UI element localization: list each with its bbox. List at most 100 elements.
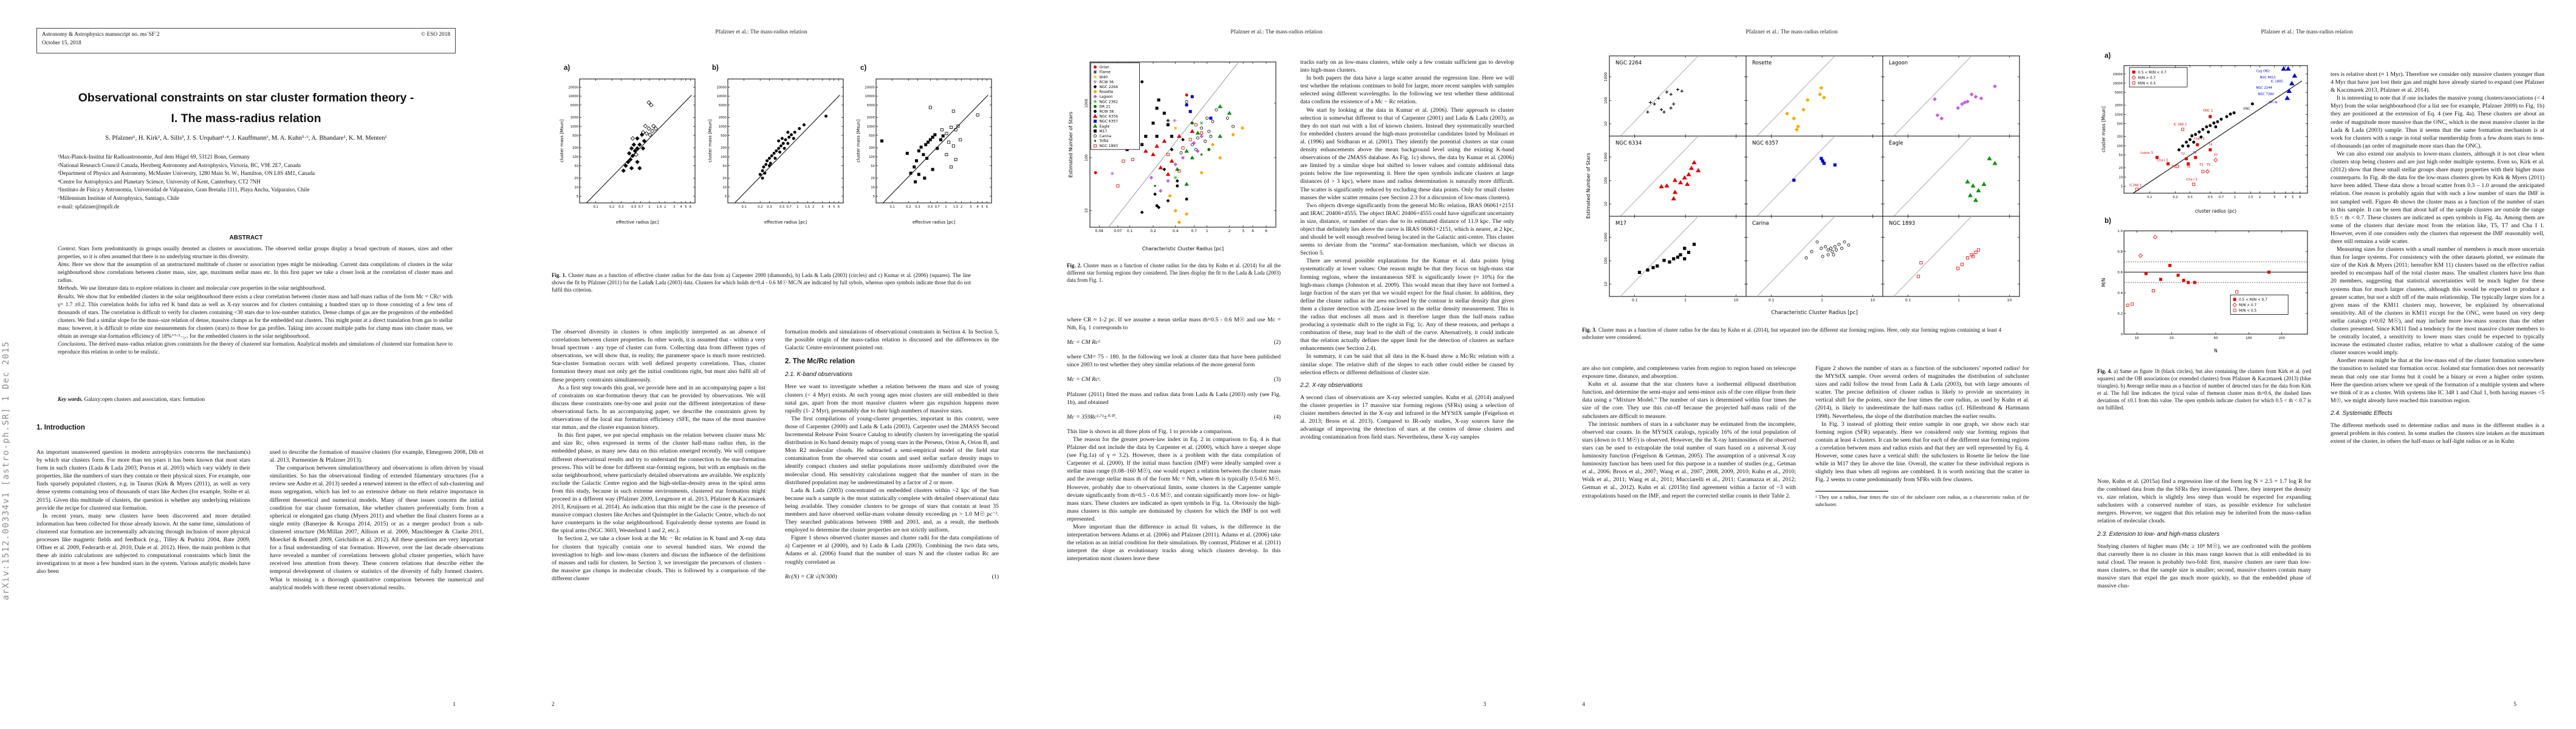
figure1-caption: Fig. 1. Cluster mass as a function of eff…	[552, 272, 971, 293]
svg-text:2000: 2000	[867, 116, 875, 120]
running-header: Pfalzner et al.: The mass-radius relatio…	[1230, 29, 1323, 35]
svg-text:10: 10	[1604, 122, 1608, 126]
affiliations: ¹Max-Planck-Institut für Radioastronomie…	[58, 153, 451, 211]
svg-text:0.2: 0.2	[609, 205, 614, 209]
svg-text:T6: T6	[2192, 151, 2196, 155]
running-header: Pfalzner et al.: The mass-radius relatio…	[715, 29, 807, 35]
paragraph: Measuring sizes for clusters with a smal…	[2331, 246, 2544, 357]
svg-text:10: 10	[1871, 298, 1875, 303]
svg-text:T1: T1	[2171, 165, 2176, 169]
svg-text:0.4: 0.4	[1173, 229, 1179, 233]
svg-text:2000: 2000	[2115, 104, 2123, 108]
paragraph: Pfalzner (2011) fitted the mass and radi…	[1067, 391, 1281, 406]
paragraph: The first compilations of young-cluster …	[785, 415, 999, 486]
svg-text:M/N > 0.7: M/N > 0.7	[2138, 77, 2156, 80]
svg-text:10000: 10000	[865, 95, 875, 98]
svg-text:2: 2	[664, 205, 666, 209]
paragraph: Figure 2 shows the number of stars as a …	[1815, 365, 2029, 420]
svg-text:NGC 6334: NGC 6334	[1100, 115, 1118, 119]
section-2-3-heading: 2.3. Extension to low- and high-mass clu…	[2097, 530, 2220, 538]
svg-text:5: 5	[981, 205, 983, 209]
svg-text:Carina: Carina	[1100, 134, 1112, 139]
svg-text:0.7: 0.7	[935, 205, 940, 209]
paragraph: The intrinsic numbers of stars in a subc…	[1582, 420, 1796, 499]
svg-text:100: 100	[1084, 154, 1089, 162]
manuscript-title-line: Astronomy & Astrophysics manuscript no. …	[42, 32, 160, 38]
svg-text:T4: T4	[2208, 143, 2213, 146]
svg-text:1.0: 1.0	[2117, 230, 2123, 233]
svg-text:4: 4	[1252, 229, 1254, 233]
paragraph: Lada & Lada (2003) concentrated on embed…	[785, 487, 999, 534]
svg-text:NGC 6611: NGC 6611	[2259, 76, 2275, 80]
abstract: Context. Stars form predominantly in grou…	[58, 245, 453, 356]
figure1-panel-b: 0.1 0.2 0.3 0.5 0.7 1 1.5 2 3 4 5 65102050100200500…	[708, 78, 844, 225]
svg-text:RCW 38: RCW 38	[1100, 110, 1114, 114]
svg-text:200: 200	[721, 146, 727, 150]
svg-text:6: 6	[690, 205, 691, 209]
figure2-plot: 0.04 0.07 0.1 0.2 0.4 0.7 1 2 3 4 6 10 100 1000 Charac…	[1068, 61, 1276, 252]
affiliation: ¹Max-Planck-Institut für Radioastronomie…	[58, 154, 250, 160]
svg-text:1: 1	[796, 205, 798, 209]
svg-text:100: 100	[1604, 97, 1608, 104]
abstract-conclusions: Conclusions. The derived mass–radius rela…	[58, 341, 453, 355]
svg-text:1: 1	[1821, 298, 1823, 303]
svg-text:Flame: Flame	[1100, 70, 1111, 75]
svg-text:effective radius [pc]: effective radius [pc]	[616, 220, 659, 225]
svg-text:200: 200	[572, 146, 578, 150]
svg-text:cluster radius (pc): cluster radius (pc)	[2195, 208, 2236, 214]
svg-text:0.1: 0.1	[593, 205, 598, 209]
svg-text:50: 50	[722, 165, 727, 168]
svg-text:10: 10	[574, 186, 578, 190]
svg-text:2000: 2000	[570, 116, 578, 120]
svg-text:10: 10	[1734, 298, 1739, 303]
abstract-heading: ABSTRACT	[229, 234, 263, 241]
equation-2: Mc = CM Rc² (2)	[1067, 339, 1281, 346]
svg-text:20: 20	[574, 177, 578, 180]
svg-text:5: 5	[685, 205, 687, 209]
svg-text:0.3: 0.3	[618, 205, 623, 209]
svg-text:200: 200	[869, 146, 875, 150]
svg-text:100: 100	[721, 156, 727, 159]
footnote: ¹ They use a radius, four times the size…	[1815, 495, 2029, 507]
paragraph: The comparison between simulation/theory…	[270, 465, 484, 591]
section-2-4-heading: 2.4. Systematic Effects	[2331, 409, 2393, 417]
svg-text:500: 500	[869, 134, 875, 138]
running-header: Pfalzner et al.: The mass-radius relatio…	[2261, 29, 2353, 35]
svg-text:0.6: 0.6	[2117, 271, 2123, 275]
manuscript-header-left: Astronomy & Astrophysics manuscript no. …	[42, 31, 160, 50]
paragraph: formation models and simulations of obse…	[785, 329, 999, 352]
svg-text:10: 10	[1604, 282, 1608, 287]
svg-text:cluster mass [Msun]: cluster mass [Msun]	[560, 119, 564, 162]
svg-text:RCW 36: RCW 36	[1100, 80, 1114, 84]
svg-text:T7: T7	[2213, 154, 2218, 157]
svg-text:5: 5	[2121, 185, 2123, 189]
svg-text:NGC 6334: NGC 6334	[1615, 140, 1642, 146]
svg-text:2: 2	[812, 205, 814, 209]
page3-column-1: where CR ≈ 1-2 pc. If we assume a mean s…	[1067, 316, 1281, 563]
svg-text:T8: T8	[2186, 165, 2190, 169]
figure1-panel-a: 0.1 0.2 0.3 0.5 0.7 1 1.5 2 3 4 5 65102050100200500…	[560, 78, 696, 225]
page-5: Pfalzner et al.: The mass-radius relatio…	[2061, 0, 2576, 729]
email-line: e-mail: spfalzner@mpifr.de	[58, 203, 120, 210]
svg-text:20000: 20000	[865, 86, 875, 89]
svg-text:100: 100	[2245, 337, 2252, 340]
svg-text:M/N < 0.5: M/N < 0.5	[2239, 309, 2256, 313]
svg-text:0.3: 0.3	[915, 205, 920, 209]
svg-text:1000: 1000	[1604, 152, 1608, 162]
svg-text:1: 1	[2234, 196, 2236, 199]
section-2-heading: 2. The Mc/Rc relation	[785, 358, 855, 366]
paragraph: There are several possible explanations …	[1300, 258, 1514, 352]
svg-text:0.2: 0.2	[758, 205, 762, 209]
svg-text:0.4: 0.4	[2117, 292, 2123, 295]
svg-text:0.2: 0.2	[1150, 229, 1156, 233]
paragraph: As a first step towards this goal, we pr…	[552, 384, 766, 431]
svg-text:500: 500	[2117, 123, 2123, 126]
paragraph: tracks early on as low-mass clusters, wh…	[1300, 59, 1514, 74]
affiliation: ⁶Millennium Institute of Astrophysics, S…	[58, 194, 179, 201]
svg-text:5000: 5000	[570, 104, 578, 108]
abstract-methods: Methods. We use literature data to explor…	[58, 285, 326, 292]
svg-text:50: 50	[871, 165, 875, 168]
svg-text:20: 20	[2119, 166, 2123, 170]
svg-text:5000: 5000	[867, 104, 875, 108]
figure3-ylabel: Estimated Number of Stars	[1586, 152, 1591, 219]
